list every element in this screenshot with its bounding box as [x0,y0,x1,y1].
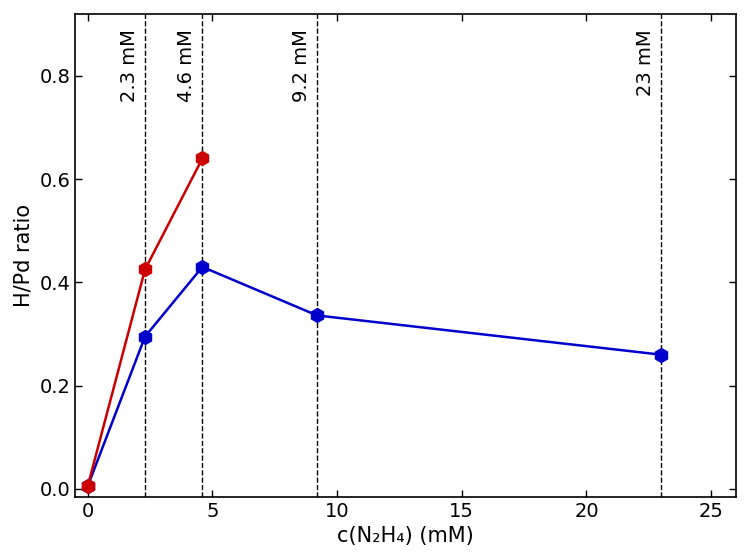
Text: 4.6 mM: 4.6 mM [177,29,197,102]
Text: 23 mM: 23 mM [636,29,655,96]
Text: 2.3 mM: 2.3 mM [120,29,139,102]
X-axis label: c(N₂H₄) (mM): c(N₂H₄) (mM) [338,526,474,546]
Y-axis label: H/Pd ratio: H/Pd ratio [14,204,34,307]
Text: 9.2 mM: 9.2 mM [292,29,310,102]
